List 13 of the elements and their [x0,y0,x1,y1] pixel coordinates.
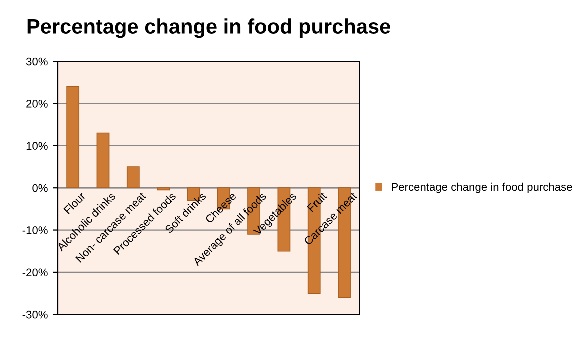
chart-title: Percentage change in food purchase [28,18,390,38]
y-tick-label: 30% [26,58,48,66]
bar [96,132,110,189]
y-tick-label: 0% [32,184,48,192]
y-tick-label: -20% [22,268,48,277]
bar [66,86,80,189]
bar [157,188,170,191]
y-tick-label: 10% [26,142,48,150]
bar [126,166,140,189]
y-tick-label: -10% [22,226,48,234]
legend-label: Percentage change in food purchase [392,182,572,194]
y-tick-label: -30% [22,310,48,319]
y-tick-label: 20% [26,100,48,108]
